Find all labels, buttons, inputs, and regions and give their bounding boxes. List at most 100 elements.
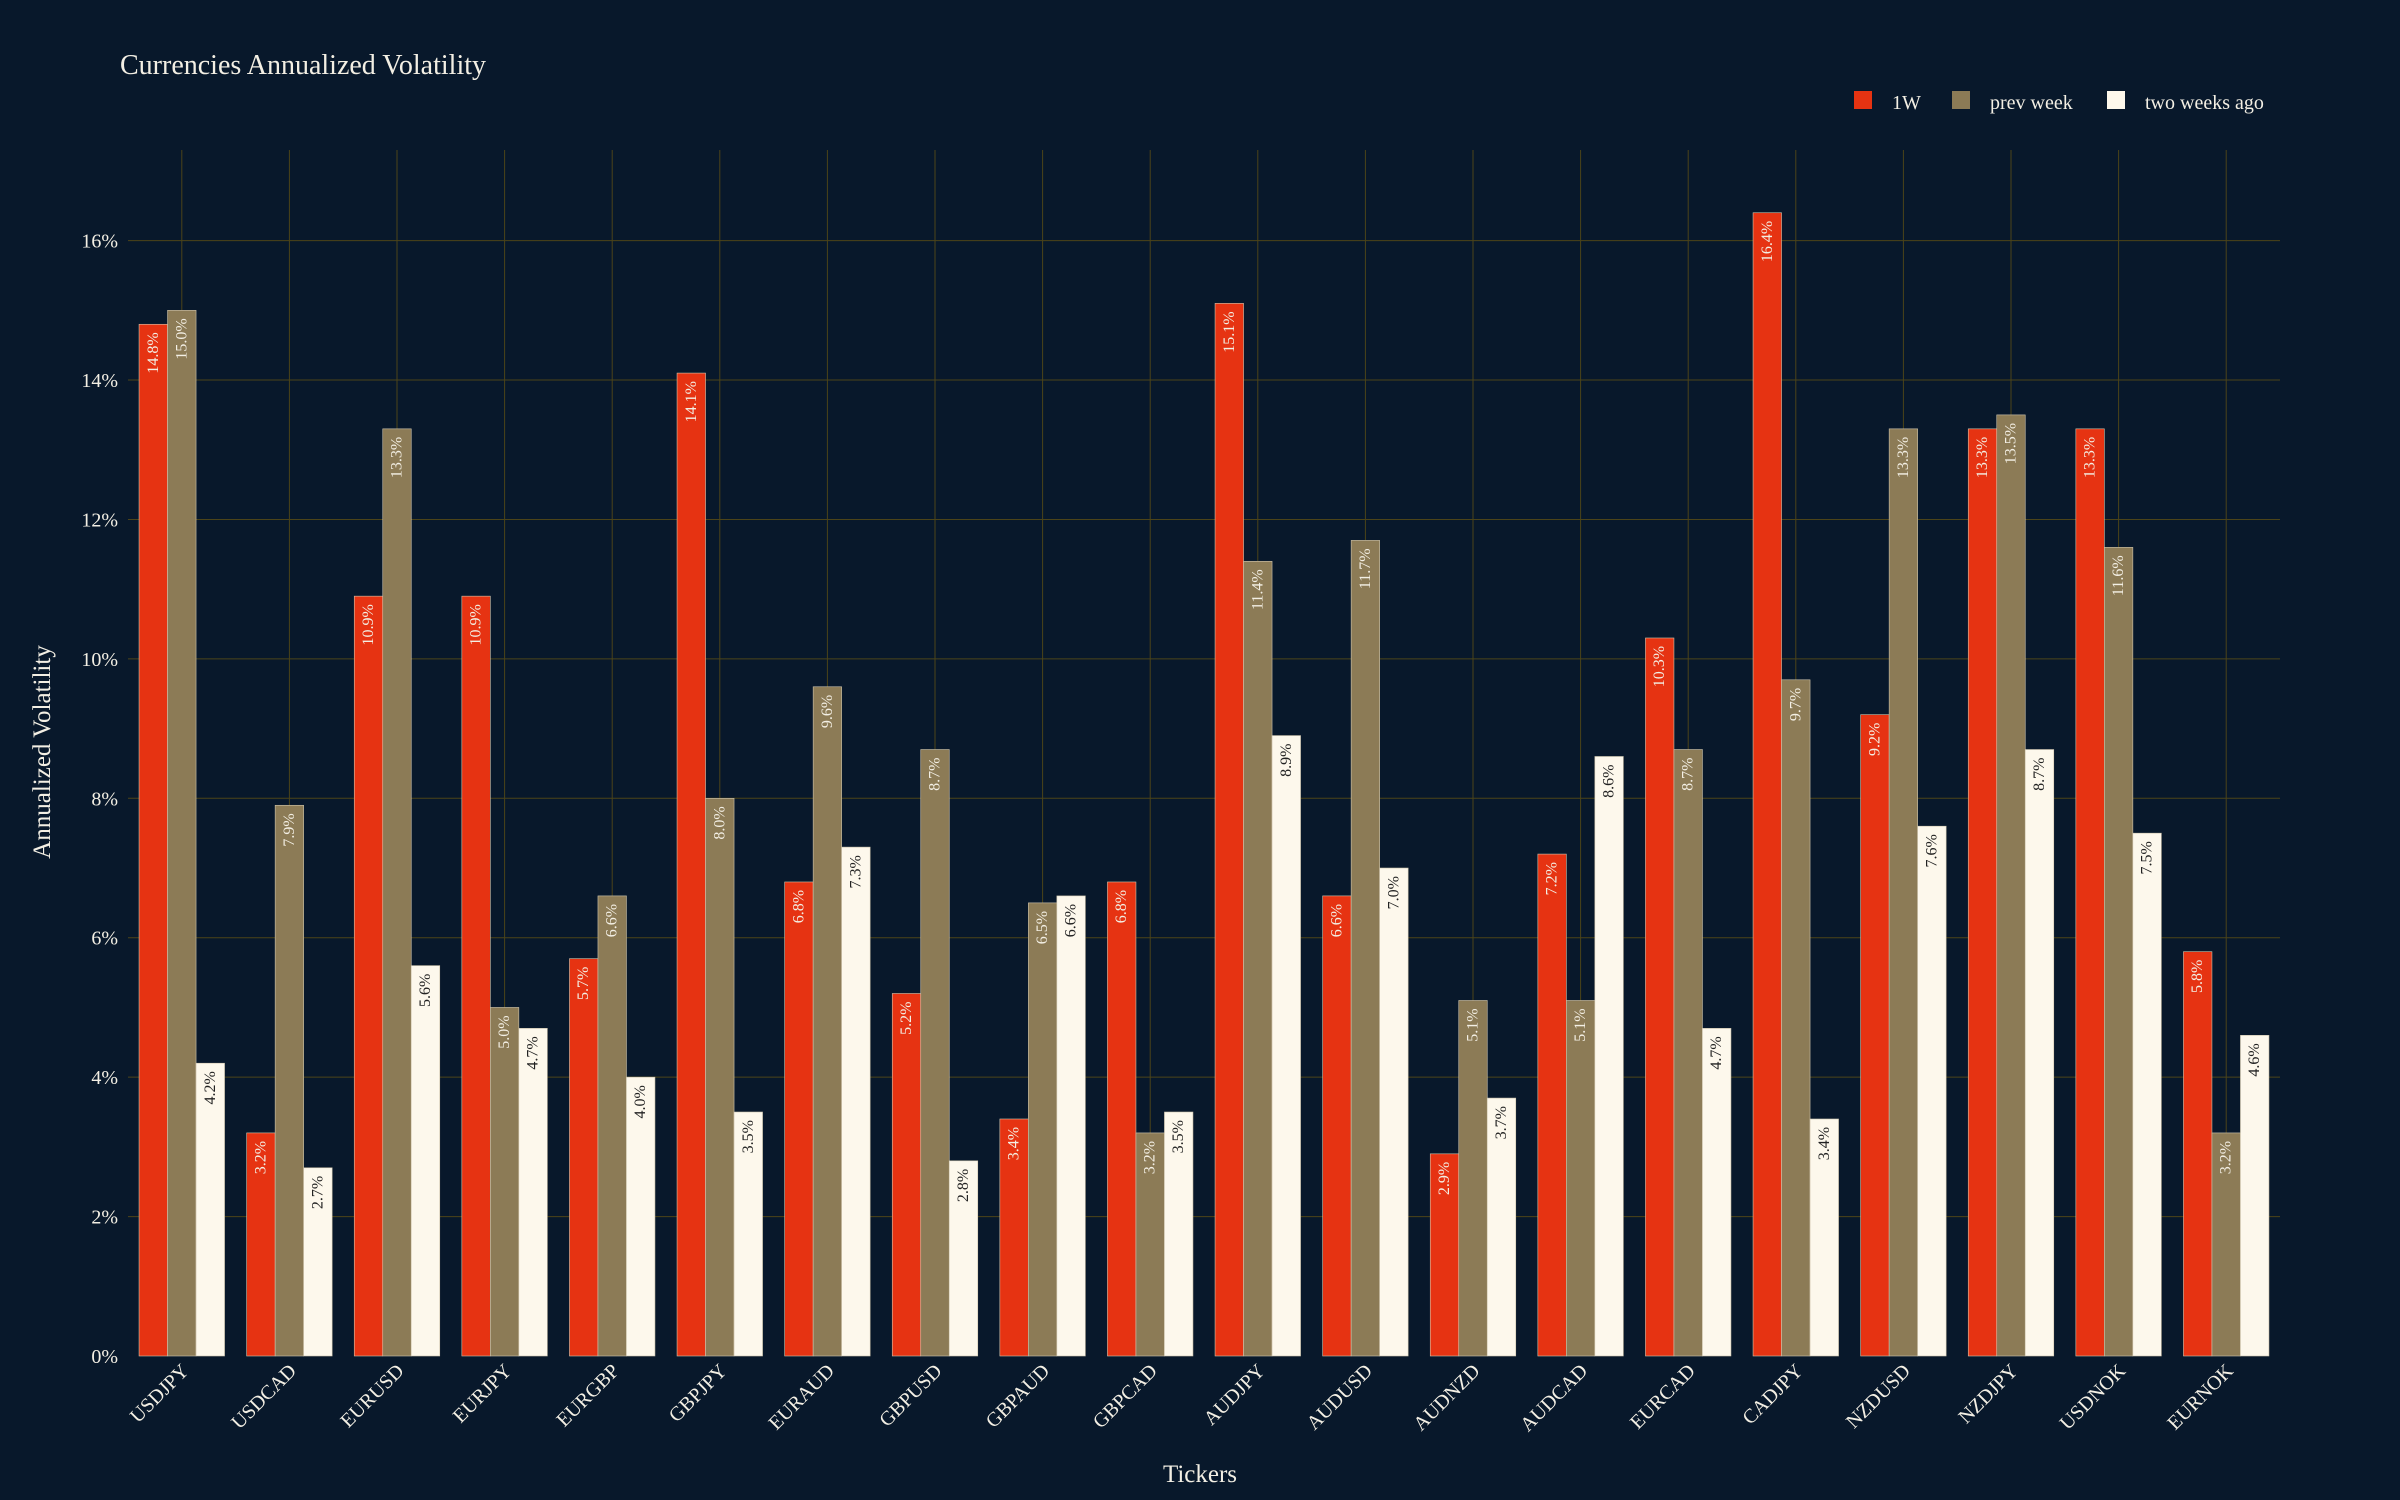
bar bbox=[705, 798, 735, 1357]
bar bbox=[676, 372, 706, 1357]
bar-value-label: 8.6% bbox=[1601, 764, 1618, 797]
bar bbox=[1781, 679, 1811, 1357]
bar bbox=[195, 1062, 225, 1357]
bar bbox=[274, 804, 304, 1357]
bar bbox=[2024, 749, 2055, 1357]
y-axis-title: Annualized Volatility bbox=[29, 645, 56, 859]
bar-value-label: 5.8% bbox=[2189, 960, 2206, 993]
bar-value-label: 5.7% bbox=[575, 967, 592, 1000]
bar-value-label: 14.8% bbox=[145, 332, 162, 373]
bar bbox=[626, 1076, 656, 1357]
bar bbox=[518, 1028, 548, 1357]
x-tick-label: EURUSD bbox=[336, 1360, 408, 1432]
bar-value-label: 8.7% bbox=[927, 758, 944, 791]
bar bbox=[461, 595, 491, 1357]
x-tick-label: AUDNZD bbox=[1409, 1360, 1484, 1435]
bar-value-label: 6.5% bbox=[1034, 911, 1051, 944]
bar-value-label: 2.8% bbox=[955, 1169, 972, 1202]
bar bbox=[999, 1118, 1029, 1357]
bar bbox=[1888, 428, 1918, 1357]
bar-value-label: 4.7% bbox=[525, 1036, 542, 1069]
bar bbox=[1967, 428, 1998, 1357]
bar-value-label: 3.2% bbox=[1142, 1141, 1159, 1174]
bar-value-label: 3.2% bbox=[2218, 1141, 2235, 1174]
bar-value-label: 3.4% bbox=[1816, 1127, 1833, 1160]
x-tick-label: EURAUD bbox=[764, 1360, 838, 1434]
bar-value-label: 10.3% bbox=[1651, 646, 1668, 687]
bar-value-label: 13.3% bbox=[1974, 437, 1991, 478]
x-tick-label: EURGBP bbox=[552, 1360, 623, 1431]
bar-value-label: 6.6% bbox=[1063, 904, 1080, 937]
bar-labels-layer: 14.8% 15.0% 4.2% 3.2% 7.9% 2.7% 10.9% 13.3% 5.6%… bbox=[145, 221, 2263, 1209]
bar-value-label: 6.6% bbox=[604, 904, 621, 937]
bar bbox=[1809, 1118, 1839, 1357]
bar-value-label: 5.1% bbox=[1572, 1008, 1589, 1041]
bar bbox=[167, 310, 197, 1357]
bar bbox=[1594, 756, 1624, 1357]
bar bbox=[303, 1167, 333, 1357]
bar bbox=[2104, 547, 2134, 1357]
bar bbox=[1996, 414, 2026, 1357]
bar-value-label: 9.7% bbox=[1787, 688, 1804, 721]
legend-label[interactable]: prev week bbox=[1990, 92, 2073, 114]
legend-label[interactable]: 1W bbox=[1892, 92, 1921, 114]
bar bbox=[812, 686, 842, 1357]
legend-swatch[interactable] bbox=[1854, 91, 1872, 109]
y-tick-label: 2% bbox=[91, 1207, 118, 1229]
y-tick-label: 0% bbox=[91, 1346, 118, 1368]
y-tick-label: 8% bbox=[91, 788, 118, 810]
legend-swatch[interactable] bbox=[2107, 91, 2125, 109]
bar-value-label: 13.3% bbox=[2082, 437, 2099, 478]
bar bbox=[1164, 1111, 1194, 1357]
bar-value-label: 5.0% bbox=[496, 1015, 513, 1048]
x-tick-label: USDNOK bbox=[2056, 1360, 2131, 1435]
bar bbox=[490, 1007, 520, 1357]
bar bbox=[1860, 714, 1890, 1357]
bar-value-label: 4.7% bbox=[1708, 1036, 1725, 1069]
bar bbox=[1350, 540, 1380, 1357]
bar bbox=[2075, 428, 2105, 1357]
bar-value-label: 13.3% bbox=[389, 437, 406, 478]
bar bbox=[2240, 1035, 2270, 1357]
bar-value-label: 7.3% bbox=[847, 855, 864, 888]
bar-value-label: 2.7% bbox=[309, 1176, 326, 1209]
bar bbox=[1107, 881, 1137, 1357]
bar bbox=[1486, 1097, 1517, 1357]
x-tick-label: EURCAD bbox=[1626, 1360, 1700, 1434]
bar bbox=[1917, 825, 1947, 1357]
bar-value-label: 6.8% bbox=[1113, 890, 1130, 923]
x-axis: USDJPY USDCAD EURUSD EURJPY EURGBP GBPJPY EURA… bbox=[126, 1360, 2238, 1436]
bar bbox=[410, 965, 441, 1357]
x-tick-label: CADJPY bbox=[1738, 1360, 1807, 1429]
bar-value-label: 11.4% bbox=[1249, 569, 1266, 610]
y-axis: 0% 2% 4% 6% 8% 10% 12% 14% 16% bbox=[81, 231, 118, 1368]
bar-value-label: 6.6% bbox=[1328, 904, 1345, 937]
bar-value-label: 9.2% bbox=[1866, 723, 1883, 756]
bar-value-label: 15.1% bbox=[1221, 311, 1238, 352]
bar bbox=[569, 958, 599, 1357]
bar-value-label: 11.7% bbox=[1357, 548, 1374, 589]
y-tick-label: 10% bbox=[81, 649, 118, 671]
bar bbox=[1566, 1000, 1596, 1357]
legend-swatch[interactable] bbox=[1952, 91, 1970, 109]
bar-value-label: 4.2% bbox=[202, 1071, 219, 1104]
x-tick-label: AUDUSD bbox=[1302, 1360, 1376, 1434]
bar-value-label: 6.8% bbox=[790, 890, 807, 923]
bar bbox=[891, 993, 922, 1357]
bar-value-label: 10.9% bbox=[360, 604, 377, 645]
bar bbox=[841, 846, 871, 1357]
chart-title: Currencies Annualized Volatility bbox=[120, 50, 486, 81]
bar bbox=[1645, 637, 1675, 1357]
bar bbox=[1752, 212, 1782, 1357]
bar bbox=[2132, 832, 2162, 1357]
bar bbox=[733, 1111, 763, 1357]
bar bbox=[597, 895, 627, 1357]
bar bbox=[784, 881, 814, 1357]
bar-value-label: 3.5% bbox=[1170, 1120, 1187, 1153]
bar bbox=[2211, 1132, 2241, 1357]
legend-label[interactable]: two weeks ago bbox=[2145, 92, 2264, 114]
bar-value-label: 15.0% bbox=[173, 318, 190, 359]
bar bbox=[1458, 1000, 1488, 1357]
bar bbox=[1673, 749, 1703, 1357]
legend[interactable]: 1W prev week two weeks ago bbox=[1854, 91, 2264, 114]
